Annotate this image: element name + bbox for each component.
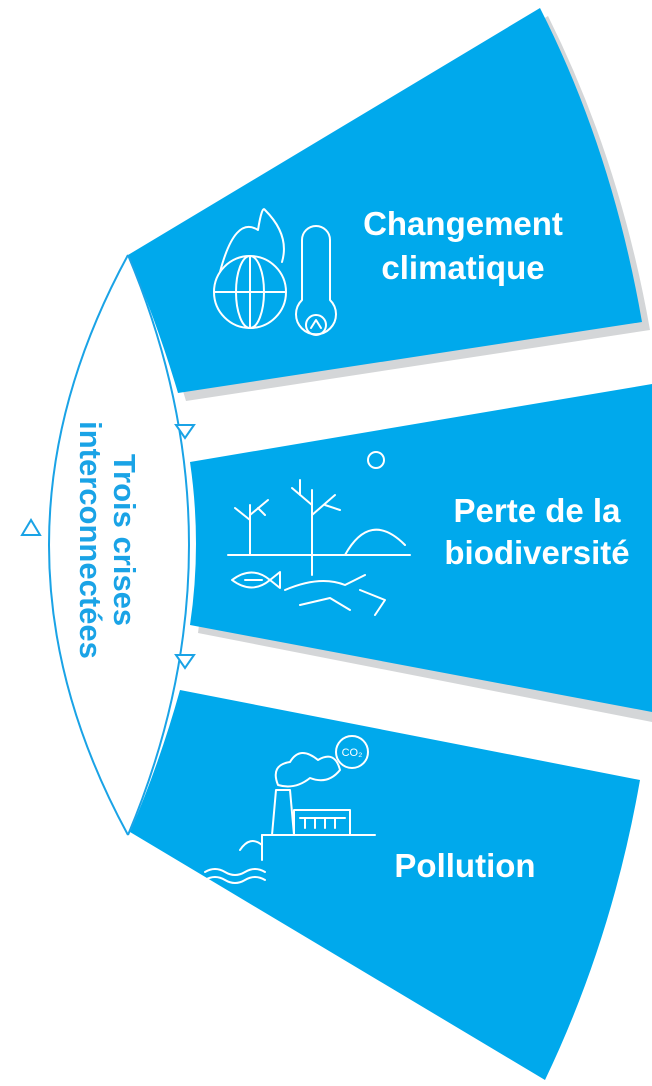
diagram: Trois crises interconnectées Changement …: [0, 0, 652, 1086]
icon-text: CO₂: [342, 747, 363, 759]
segment-label: climatique: [381, 249, 544, 286]
segment-label: biodiversité: [444, 534, 629, 571]
segment-label: Perte de la: [454, 492, 622, 529]
segment-label: Changement: [363, 205, 563, 242]
segment-pollution: [130, 690, 640, 1080]
segment-label: Pollution: [394, 847, 535, 884]
title: Trois crises interconnectées: [73, 421, 142, 659]
title-line: interconnectées: [73, 421, 108, 659]
title-line: Trois crises: [107, 454, 142, 626]
